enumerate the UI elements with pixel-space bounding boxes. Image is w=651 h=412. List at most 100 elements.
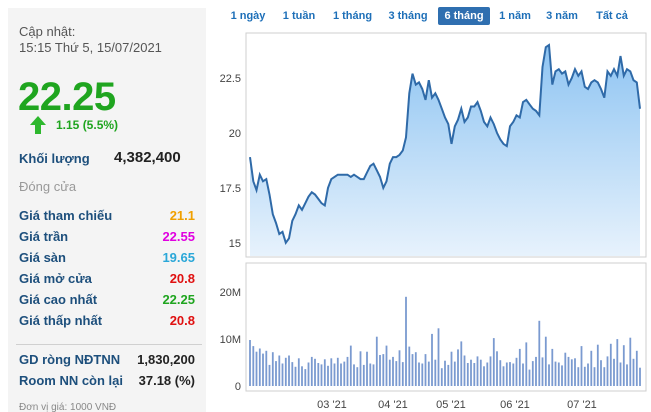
volume-label: Khối lượng [19, 151, 90, 166]
volume-bar [499, 360, 502, 386]
volume-axis-tick: 10M [220, 334, 241, 346]
tab-1-day[interactable]: 1 ngày [230, 10, 266, 22]
volume-bar [301, 366, 303, 386]
volume-bar [265, 350, 268, 386]
volume-bar [249, 340, 251, 386]
stat-label: Giá thấp nhất [19, 313, 103, 328]
volume-value: 4,382,400 [114, 149, 181, 166]
volume-bar [304, 369, 307, 386]
volume-bar [551, 348, 554, 386]
stat-label: Giá cao nhất [19, 292, 98, 307]
volume-bar [418, 362, 420, 386]
divider [16, 344, 202, 345]
price-axis-tick: 15 [229, 238, 241, 250]
volume-bar [395, 361, 398, 386]
price-axis-tick: 20 [229, 128, 241, 140]
volume-bar [327, 365, 329, 386]
tab-6-months[interactable]: 6 tháng [438, 7, 490, 25]
volume-bar [385, 345, 388, 386]
volume-bar [609, 343, 612, 386]
update-time: 15:15 Thứ 5, 15/07/2021 [19, 40, 162, 55]
volume-bar [310, 356, 313, 386]
volume-bar [525, 342, 528, 386]
date-axis-tick: 06 '21 [500, 399, 530, 411]
volume-bar [561, 365, 563, 386]
foreign-value: 1,830,200 [137, 352, 195, 367]
quote-panel: Cập nhật: 15:15 Thứ 5, 15/07/2021 22.25 … [8, 8, 206, 412]
stat-label: Giá mở cửa [19, 271, 92, 286]
volume-bar [635, 350, 638, 386]
tab-1-week[interactable]: 1 tuần [282, 10, 316, 22]
volume-bar [408, 346, 411, 386]
volume-bar [538, 320, 541, 386]
stat-ceiling: Giá trần 22.55 [19, 229, 195, 247]
update-label: Cập nhật: [19, 24, 76, 39]
volume-bar [340, 363, 342, 386]
volume-bar [619, 362, 622, 386]
volume-bar [583, 366, 586, 386]
volume-bar [450, 351, 453, 386]
volume-bar [392, 356, 394, 386]
foreign-room: Room NN còn lại 37.18 (%) [19, 373, 195, 391]
volume-bar [375, 336, 378, 386]
volume-bar [427, 361, 430, 386]
volume-bar [509, 362, 511, 386]
volume-bar [639, 367, 641, 386]
volume-bar [479, 359, 482, 386]
tab-3-years[interactable]: 3 năm [546, 10, 578, 22]
volume-bar [570, 359, 573, 386]
volume-bar [587, 363, 589, 386]
stat-high: Giá cao nhất 22.25 [19, 292, 195, 310]
stat-value: 22.55 [162, 229, 195, 244]
volume-bar [489, 356, 492, 386]
volume-bar [379, 355, 381, 386]
volume-bar [476, 356, 479, 386]
volume-bar [541, 357, 544, 386]
tab-all[interactable]: Tất cả [596, 10, 628, 22]
volume-bar [522, 363, 524, 386]
stat-label: Giá sàn [19, 250, 66, 265]
volume-bar [486, 362, 489, 386]
volume-bar [554, 361, 557, 386]
volume-bar [616, 339, 619, 386]
tab-1-year[interactable]: 1 năm [499, 10, 531, 22]
volume-bar [414, 352, 417, 386]
volume-bar [268, 364, 271, 386]
volume-bar [372, 364, 375, 386]
volume-bar [577, 367, 580, 386]
arrow-up-icon [30, 116, 46, 134]
volume-bar [424, 354, 427, 386]
volume-bar [544, 336, 547, 386]
tab-1-month[interactable]: 1 tháng [332, 10, 373, 22]
volume-bar [421, 363, 424, 386]
volume-bar [535, 356, 537, 386]
volume-bar [473, 363, 476, 386]
current-price: 22.25 [18, 75, 116, 119]
volume-bar [398, 350, 401, 386]
volume-bar [626, 364, 628, 386]
foreign-value: 37.18 (%) [138, 373, 195, 388]
date-axis-tick: 07 '21 [567, 399, 597, 411]
volume-bar [262, 353, 264, 386]
tab-3-months[interactable]: 3 tháng [388, 10, 428, 22]
volume-bar [362, 364, 365, 386]
stat-value: 20.8 [169, 271, 195, 286]
volume-bar [629, 337, 632, 386]
volume-bar [278, 355, 281, 386]
volume-bar [460, 341, 463, 386]
volume-bar [369, 363, 372, 386]
volume-bar [288, 355, 290, 386]
volume-bar [492, 338, 495, 386]
volume-bar [401, 362, 404, 386]
volume-bar [294, 366, 297, 386]
volume-bar [431, 333, 433, 386]
stat-value: 19.65 [162, 250, 195, 265]
volume-bar [440, 368, 443, 386]
volume-bar [437, 328, 440, 386]
volume-bar [574, 358, 576, 386]
price-change: 1.15 (5.5%) [56, 118, 119, 132]
volume-bar [515, 357, 518, 386]
volume-bar [512, 363, 515, 386]
volume-axis-tick: 0 [235, 381, 241, 393]
volume-bar [518, 348, 521, 386]
